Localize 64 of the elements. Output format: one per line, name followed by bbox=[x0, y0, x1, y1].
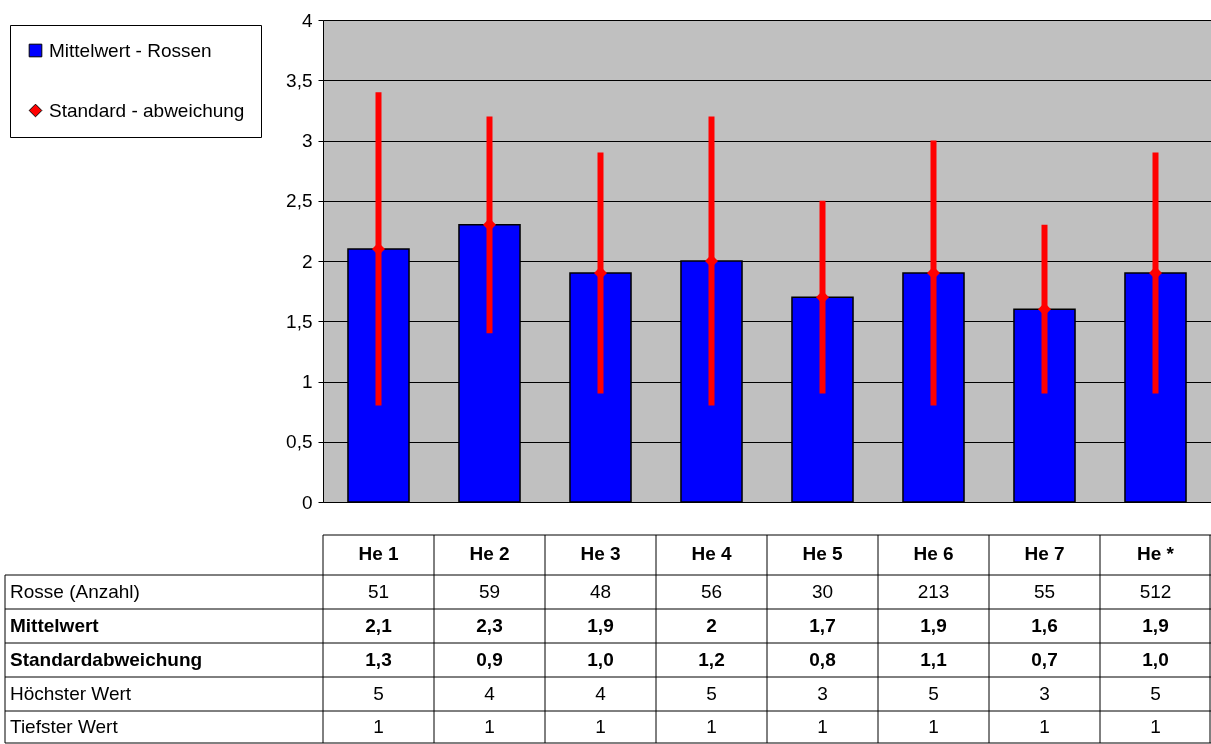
data-label: 1,7 bbox=[809, 615, 836, 636]
data-label: 1,9 bbox=[920, 615, 947, 636]
y-tick-label: 0,5 bbox=[286, 431, 313, 453]
x-tick-label: He 6 bbox=[913, 542, 954, 564]
data-label: 2 bbox=[706, 615, 717, 636]
text: 1 bbox=[706, 716, 717, 737]
text: 1,3 bbox=[365, 649, 392, 670]
text: 1,0 bbox=[587, 649, 614, 670]
text: 4 bbox=[595, 683, 607, 704]
text: 1 bbox=[484, 716, 495, 737]
legend-label: Mittelwert - Rossen bbox=[49, 39, 212, 61]
y-tick-label: 1 bbox=[301, 371, 313, 392]
text: 0,9 bbox=[476, 649, 503, 670]
text: 5 bbox=[928, 683, 939, 704]
text: 4 bbox=[484, 683, 496, 704]
text: 55 bbox=[1033, 581, 1056, 602]
data-label: 2,1 bbox=[365, 615, 393, 636]
x-tick-label: He 3 bbox=[580, 542, 621, 564]
y-tick-label: 3,5 bbox=[286, 69, 313, 91]
text: 5 bbox=[373, 683, 384, 704]
legend-label: Standard - abweichung bbox=[49, 99, 245, 121]
text: 1 bbox=[373, 716, 384, 737]
text: 0,7 bbox=[1031, 649, 1058, 670]
text: Standardabweichung bbox=[10, 649, 203, 670]
x-tick-label: He 5 bbox=[802, 542, 843, 564]
data-label: 1,9 bbox=[1142, 615, 1169, 636]
x-tick-label: He 2 bbox=[469, 542, 510, 564]
text: 51 bbox=[367, 581, 390, 602]
x-tick-label: He 7 bbox=[1024, 542, 1065, 564]
text: 3 bbox=[817, 683, 828, 704]
y-tick-label: 0 bbox=[301, 491, 313, 513]
text: 1 bbox=[817, 716, 828, 737]
text: Höchster Wert bbox=[10, 683, 132, 704]
x-tick-label: He 1 bbox=[358, 542, 399, 564]
text: 59 bbox=[478, 581, 501, 602]
y-tick-label: 1,5 bbox=[286, 310, 313, 332]
x-tick-label: He 4 bbox=[691, 542, 732, 564]
text: 1,2 bbox=[698, 649, 725, 670]
data-label: 2,3 bbox=[476, 615, 503, 636]
text: 1,1 bbox=[920, 649, 948, 670]
text: Mittelwert bbox=[10, 615, 100, 636]
text: Tiefster Wert bbox=[10, 716, 119, 737]
text: 3 bbox=[1039, 683, 1050, 704]
text: 1,0 bbox=[1142, 649, 1169, 670]
y-tick-label: 2 bbox=[301, 250, 313, 272]
text: 512 bbox=[1139, 581, 1172, 602]
y-tick-label: 2,5 bbox=[286, 190, 313, 212]
text: 5 bbox=[1150, 683, 1161, 704]
text: Rosse (Anzahl) bbox=[10, 581, 140, 602]
data-label: 1,9 bbox=[587, 615, 614, 636]
text: 1 bbox=[1039, 716, 1050, 737]
text: 1 bbox=[595, 716, 606, 737]
text: 56 bbox=[700, 581, 723, 602]
text: 1 bbox=[1150, 716, 1161, 737]
text: 213 bbox=[917, 581, 950, 602]
text: 1 bbox=[928, 716, 939, 737]
x-tick-label: He * bbox=[1137, 542, 1175, 564]
text: 5 bbox=[706, 683, 717, 704]
data-label: 1,6 bbox=[1031, 615, 1058, 636]
text: 0,8 bbox=[809, 649, 836, 670]
y-tick-label: 4 bbox=[301, 9, 313, 31]
text: 48 bbox=[589, 581, 612, 602]
y-tick-label: 3 bbox=[301, 130, 313, 151]
text: 30 bbox=[811, 581, 834, 602]
